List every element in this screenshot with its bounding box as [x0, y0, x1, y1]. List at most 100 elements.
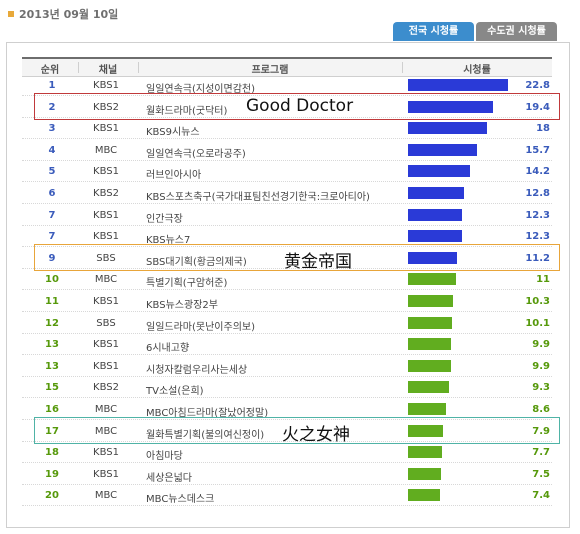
rating-bar	[408, 230, 462, 243]
program-link[interactable]: KBS9시뉴스	[146, 127, 200, 139]
rating-value: 12.8	[525, 188, 550, 199]
rank-cell: 11	[45, 296, 59, 307]
rating-value: 9.9	[532, 339, 550, 351]
program-link[interactable]: 월화드라마(굿닥터)	[146, 105, 228, 117]
channel-cell: KBS1	[93, 166, 119, 178]
table-row: 11 KBS1 KBS뉴스광장2부 10.3	[22, 291, 552, 312]
rating-tabs: 전국 시청률 수도권 시청률	[393, 22, 557, 41]
table-row: 15 KBS2 TV소설(은희) 9.3	[22, 377, 552, 399]
channel-cell: MBC	[94, 274, 118, 286]
program-link[interactable]: 6시내고향	[146, 343, 190, 355]
rank-cell: 7	[48, 231, 56, 243]
annotation-box	[34, 243, 560, 271]
rank-cell: 16	[45, 404, 59, 415]
rating-value: 18	[536, 123, 550, 135]
table-row: 5 KBS1 러브인아시아 14.2	[22, 161, 552, 183]
program-link[interactable]: 아침마당	[146, 451, 183, 463]
program-link[interactable]: 러브인아시아	[146, 170, 202, 182]
rating-bar	[408, 359, 451, 372]
program-link[interactable]: 특별기획(구암허준)	[146, 278, 228, 290]
rating-bar	[408, 316, 452, 329]
rating-value: 12.3	[525, 231, 550, 243]
program-link[interactable]: KBS스포츠축구(국가대표팀친선경기한국:크로아티아)	[146, 192, 370, 203]
channel-cell: KBS1	[93, 360, 119, 372]
channel-cell: KBS2	[93, 382, 119, 394]
tab-national[interactable]: 전국 시청률	[393, 22, 474, 41]
program-link[interactable]: KBS뉴스7	[146, 235, 191, 247]
col-rank-header: 순위	[40, 65, 60, 76]
table-row: 4 MBC 일일연속극(오로라공주) 15.7	[22, 140, 552, 161]
annotation-box	[34, 92, 560, 120]
annotation-label: Good Doctor	[246, 95, 354, 116]
channel-cell: KBS1	[93, 447, 119, 459]
channel-cell: KBS1	[93, 209, 119, 221]
program-link[interactable]: 월화특별기획(불의여신정이)	[146, 429, 265, 441]
rank-cell: 7	[48, 209, 56, 221]
rating-value: 8.6	[532, 404, 550, 415]
program-link[interactable]: 인간극장	[146, 213, 183, 225]
table-row: 3 KBS1 KBS9시뉴스 18	[22, 118, 552, 140]
table-row: 17 MBC 월화특별기획(불의여신정이) 7.9	[22, 421, 552, 442]
channel-cell: KBS1	[93, 468, 119, 480]
table-row: 6 KBS2 KBS스포츠축구(국가대표팀친선경기한국:크로아티아) 12.8	[22, 183, 552, 204]
program-link[interactable]: 시청자칼럼우리사는세상	[146, 364, 248, 376]
rating-bar	[408, 295, 453, 307]
table-row: 19 KBS1 세상은넓다 7.5	[22, 464, 552, 485]
table-row: 12 SBS 일일드라마(못난이주의보) 10.1	[22, 313, 552, 334]
program-link[interactable]: MBC아침드라마(잘났어정말)	[146, 408, 269, 419]
channel-cell: MBC	[94, 144, 118, 156]
rating-bar	[408, 208, 462, 221]
channel-cell: KBS1	[93, 123, 119, 135]
program-link[interactable]: 일일연속극(오로라공주)	[146, 148, 246, 160]
rating-value: 11	[536, 274, 550, 286]
rank-cell: 10	[45, 274, 59, 286]
table-row: 18 KBS1 아침마당 7.7	[22, 442, 552, 464]
table-row: 9 SBS SBS대기획(황금의제국) 11.2	[22, 248, 552, 269]
table-header: 순위 채널 프로그램 시청률	[22, 57, 552, 77]
program-link[interactable]: 일일연속극(지성이면감천)	[146, 84, 256, 95]
rating-bar	[408, 251, 457, 264]
bullet-icon	[8, 11, 14, 17]
rank-cell: 1	[48, 80, 56, 91]
rating-bar	[408, 122, 487, 135]
rating-value: 15.7	[525, 144, 550, 156]
rating-bar	[408, 489, 440, 502]
rank-cell: 9	[48, 252, 56, 264]
rating-bar	[408, 403, 446, 415]
rating-value: 12.3	[525, 209, 550, 221]
program-link[interactable]: MBC뉴스데스크	[146, 494, 215, 506]
table-row: 13 KBS1 시청자칼럼우리사는세상 9.9	[22, 356, 552, 377]
col-channel-header: 채널	[98, 65, 118, 76]
table-row: 1 KBS1 일일연속극(지성이면감천) 22.8	[22, 75, 552, 96]
rating-value: 9.3	[532, 382, 550, 394]
program-link[interactable]: KBS뉴스광장2부	[146, 300, 218, 311]
rating-value: 9.9	[532, 360, 550, 372]
rank-cell: 13	[45, 339, 59, 351]
rating-bar	[408, 381, 449, 394]
channel-cell: SBS	[96, 317, 116, 329]
table-row: 13 KBS1 6시내고향 9.9	[22, 334, 552, 356]
tab-capital-region[interactable]: 수도권 시청률	[476, 22, 557, 41]
rating-bar	[408, 165, 470, 178]
col-program-header: 프로그램	[251, 65, 289, 76]
rating-value: 19.4	[525, 101, 550, 113]
rating-bar	[408, 338, 451, 351]
rating-value: 10.3	[525, 296, 550, 307]
channel-cell: SBS	[96, 252, 116, 264]
rank-cell: 15	[45, 382, 59, 394]
channel-cell: KBS2	[93, 188, 119, 199]
channel-cell: KBS1	[93, 296, 119, 307]
channel-cell: KBS1	[93, 231, 119, 243]
channel-cell: KBS2	[93, 101, 119, 113]
rating-bar	[408, 446, 442, 459]
date-header: 2013년 09월 10일	[8, 6, 118, 22]
rating-value: 11.2	[525, 252, 550, 264]
program-link[interactable]: 일일드라마(못난이주의보)	[146, 321, 256, 333]
program-link[interactable]: SBS대기획(황금의제국)	[146, 256, 247, 268]
rank-cell: 13	[45, 360, 59, 372]
rating-value: 22.8	[525, 80, 550, 91]
rank-cell: 2	[48, 101, 56, 113]
program-link[interactable]: TV소설(은희)	[146, 386, 204, 398]
rank-cell: 18	[45, 447, 59, 459]
program-link[interactable]: 세상은넓다	[146, 472, 192, 484]
